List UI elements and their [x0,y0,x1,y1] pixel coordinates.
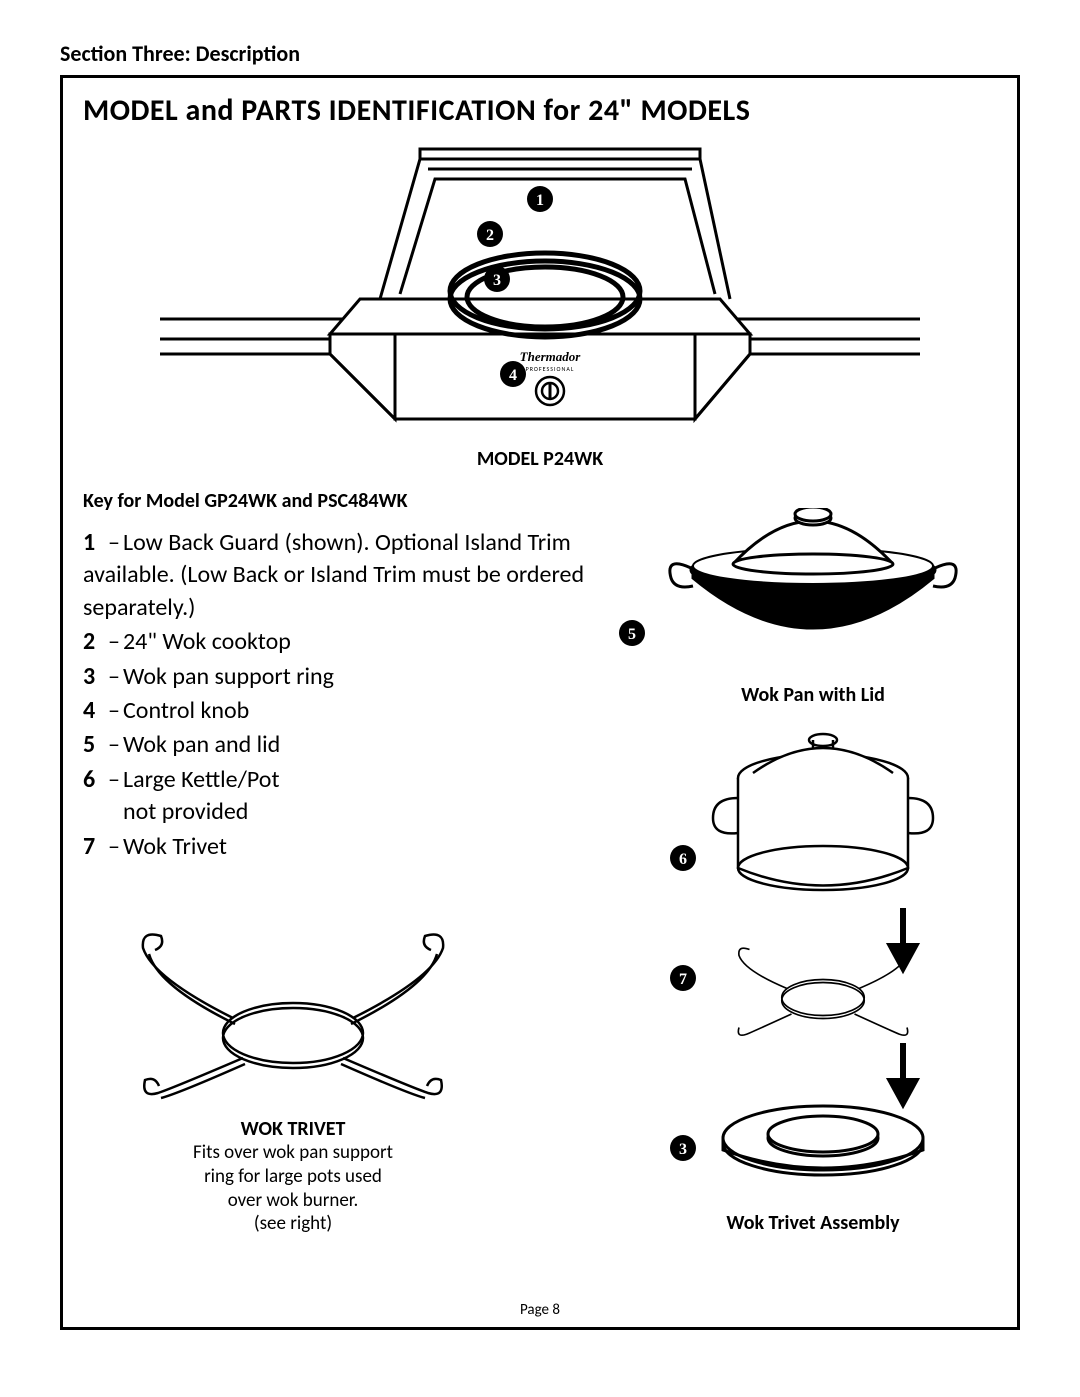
wok-trivet-caption: WOK TRIVET [103,1117,483,1141]
svg-text:5: 5 [628,626,636,643]
cooktop-illustration: Thermador PROFESSIONAL 1 2 3 4 [160,139,920,439]
wok-trivet-illustration [103,918,483,1108]
key-item: 3–Wok pan support ring [83,661,603,693]
brand-label: Thermador [520,349,582,364]
svg-text:3: 3 [493,272,501,289]
model-label: MODEL P24WK [83,447,997,471]
callout-5-icon: 5 [617,618,647,648]
assembly-figure: 6 7 3 Wok Trivet Assembly [633,718,993,1235]
key-item: 6–Large Kettle/Potnot provided [83,764,603,829]
wok-pan-figure: 5 Wok Pan with Lid [633,508,993,707]
key-text: Control knob [123,696,249,725]
page-title: MODEL and PARTS IDENTIFICATION for 24" M… [83,92,997,129]
content-frame: MODEL and PARTS IDENTIFICATION for 24" M… [60,75,1020,1330]
wok-pan-illustration [653,508,973,668]
svg-text:2: 2 [486,227,494,244]
wok-trivet-desc: Fits over wok pan support ring for large… [103,1141,483,1236]
svg-text:1: 1 [536,192,544,209]
key-list: 1–Low Back Guard (shown). Optional Islan… [83,527,603,863]
svg-text:4: 4 [509,367,517,384]
assembly-caption: Wok Trivet Assembly [633,1211,993,1235]
svg-text:6: 6 [679,851,687,868]
svg-text:3: 3 [679,1141,687,1158]
wok-trivet-figure: WOK TRIVET Fits over wok pan support rin… [103,918,483,1236]
key-text: Wok pan and lid [123,730,280,759]
key-item: 5–Wok pan and lid [83,729,603,761]
brand-sub: PROFESSIONAL [526,365,575,373]
svg-text:7: 7 [679,971,687,988]
key-item: 7–Wok Trivet [83,831,603,863]
page: Section Three: Description MODEL and PAR… [0,0,1080,1397]
key-text: Wok pan support ring [123,662,334,691]
key-text: 24" Wok cooktop [123,627,291,656]
section-header: Section Three: Description [60,40,1020,67]
key-item: 2–24" Wok cooktop [83,626,603,658]
key-item: 1–Low Back Guard (shown). Optional Islan… [83,527,603,624]
key-text: Wok Trivet [123,832,227,861]
assembly-illustration: 6 7 3 [653,718,973,1198]
wok-pan-caption: Wok Pan with Lid [633,683,993,707]
key-text: Low Back Guard (shown). Optional Island … [83,528,584,622]
page-number: Page 8 [63,1301,1017,1319]
key-item: 4–Control knob [83,695,603,727]
